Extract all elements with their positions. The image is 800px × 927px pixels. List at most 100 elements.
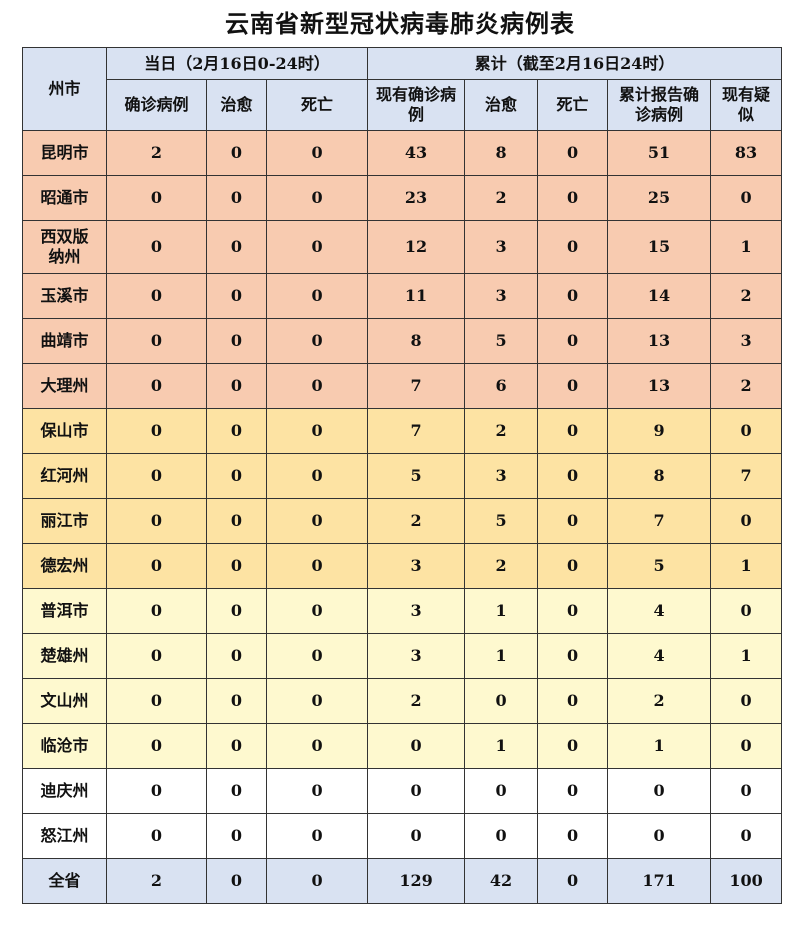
value-cell: 0 [106,768,207,814]
value-cell: 0 [206,273,267,319]
table-row: 大理州 0 0 0 7 6 0 13 2 [22,363,783,409]
table-row: 楚雄州 0 0 0 3 1 0 4 1 [22,633,783,679]
region-cell: 文山州 [22,678,107,724]
value-cell: 5 [607,543,712,589]
value-cell: 13 [607,363,712,409]
value-cell: 0 [265,813,369,859]
value-cell: 25 [607,175,712,221]
value-cell: 1 [710,633,783,679]
value-cell: 9 [607,408,712,454]
value-cell: 0 [464,768,539,814]
value-cell: 4 [607,588,712,634]
value-cell: 8 [367,318,466,364]
value-cell: 0 [265,498,369,544]
header-col-2: 死亡 [265,79,369,131]
value-cell: 0 [537,543,609,589]
value-cell: 0 [106,813,207,859]
value-cell: 0 [265,678,369,724]
header-cumulative-group: 累计（截至2月16日24时） [367,47,783,80]
value-cell: 3 [464,220,539,274]
region-cell: 丽江市 [22,498,107,544]
value-cell: 3 [464,453,539,499]
value-cell: 0 [106,543,207,589]
value-cell: 0 [206,768,267,814]
value-cell: 0 [206,723,267,769]
value-cell: 0 [206,813,267,859]
value-cell: 0 [537,175,609,221]
value-cell: 0 [206,453,267,499]
header-col-3: 现有确诊病例 [367,79,466,131]
value-cell: 0 [206,543,267,589]
value-cell: 7 [367,408,466,454]
value-cell: 0 [206,588,267,634]
value-cell: 0 [607,813,712,859]
value-cell: 0 [537,363,609,409]
table-row: 丽江市 0 0 0 2 5 0 7 0 [22,498,783,544]
value-cell: 0 [106,633,207,679]
value-cell: 42 [464,858,539,904]
value-cell: 0 [265,408,369,454]
value-cell: 1 [464,588,539,634]
value-cell: 43 [367,130,466,176]
region-cell: 普洱市 [22,588,107,634]
value-cell: 0 [106,453,207,499]
value-cell: 0 [464,813,539,859]
header-region: 州市 [22,47,107,131]
value-cell: 129 [367,858,466,904]
table-row: 文山州 0 0 0 2 0 0 2 0 [22,678,783,724]
value-cell: 3 [710,318,783,364]
value-cell: 7 [367,363,466,409]
value-cell: 7 [710,453,783,499]
value-cell: 0 [710,588,783,634]
value-cell: 83 [710,130,783,176]
table-row: 迪庆州 0 0 0 0 0 0 0 0 [22,768,783,814]
value-cell: 0 [265,453,369,499]
value-cell: 0 [367,813,466,859]
value-cell: 0 [265,588,369,634]
value-cell: 0 [537,453,609,499]
value-cell: 0 [106,723,207,769]
value-cell: 0 [106,220,207,274]
table-row: 红河州 0 0 0 5 3 0 8 7 [22,453,783,499]
value-cell: 12 [367,220,466,274]
value-cell: 0 [206,858,267,904]
value-cell: 0 [265,318,369,364]
table-row: 曲靖市 0 0 0 8 5 0 13 3 [22,318,783,364]
value-cell: 0 [537,858,609,904]
value-cell: 0 [206,220,267,274]
value-cell: 0 [106,175,207,221]
value-cell: 0 [537,768,609,814]
table-row: 保山市 0 0 0 7 2 0 9 0 [22,408,783,454]
value-cell: 0 [206,633,267,679]
table-row: 全省 2 0 0 129 42 0 171 100 [22,858,783,904]
value-cell: 0 [710,813,783,859]
value-cell: 0 [206,175,267,221]
value-cell: 0 [265,220,369,274]
value-cell: 0 [537,678,609,724]
value-cell: 0 [265,363,369,409]
value-cell: 0 [265,130,369,176]
region-cell: 保山市 [22,408,107,454]
value-cell: 2 [464,175,539,221]
value-cell: 14 [607,273,712,319]
value-cell: 1 [710,220,783,274]
table-row: 昭通市 0 0 0 23 2 0 25 0 [22,175,783,221]
header-col-0: 确诊病例 [106,79,207,131]
value-cell: 3 [367,543,466,589]
value-cell: 0 [710,498,783,544]
value-cell: 0 [537,498,609,544]
region-cell: 临沧市 [22,723,107,769]
region-cell: 红河州 [22,453,107,499]
value-cell: 11 [367,273,466,319]
value-cell: 0 [106,588,207,634]
table-row: 西双版纳州 0 0 0 12 3 0 15 1 [22,220,783,274]
value-cell: 5 [464,498,539,544]
value-cell: 0 [106,273,207,319]
value-cell: 0 [206,363,267,409]
header-col-1: 治愈 [206,79,267,131]
header-col-5: 死亡 [537,79,609,131]
value-cell: 0 [537,130,609,176]
value-cell: 2 [106,130,207,176]
value-cell: 1 [464,723,539,769]
value-cell: 0 [106,678,207,724]
